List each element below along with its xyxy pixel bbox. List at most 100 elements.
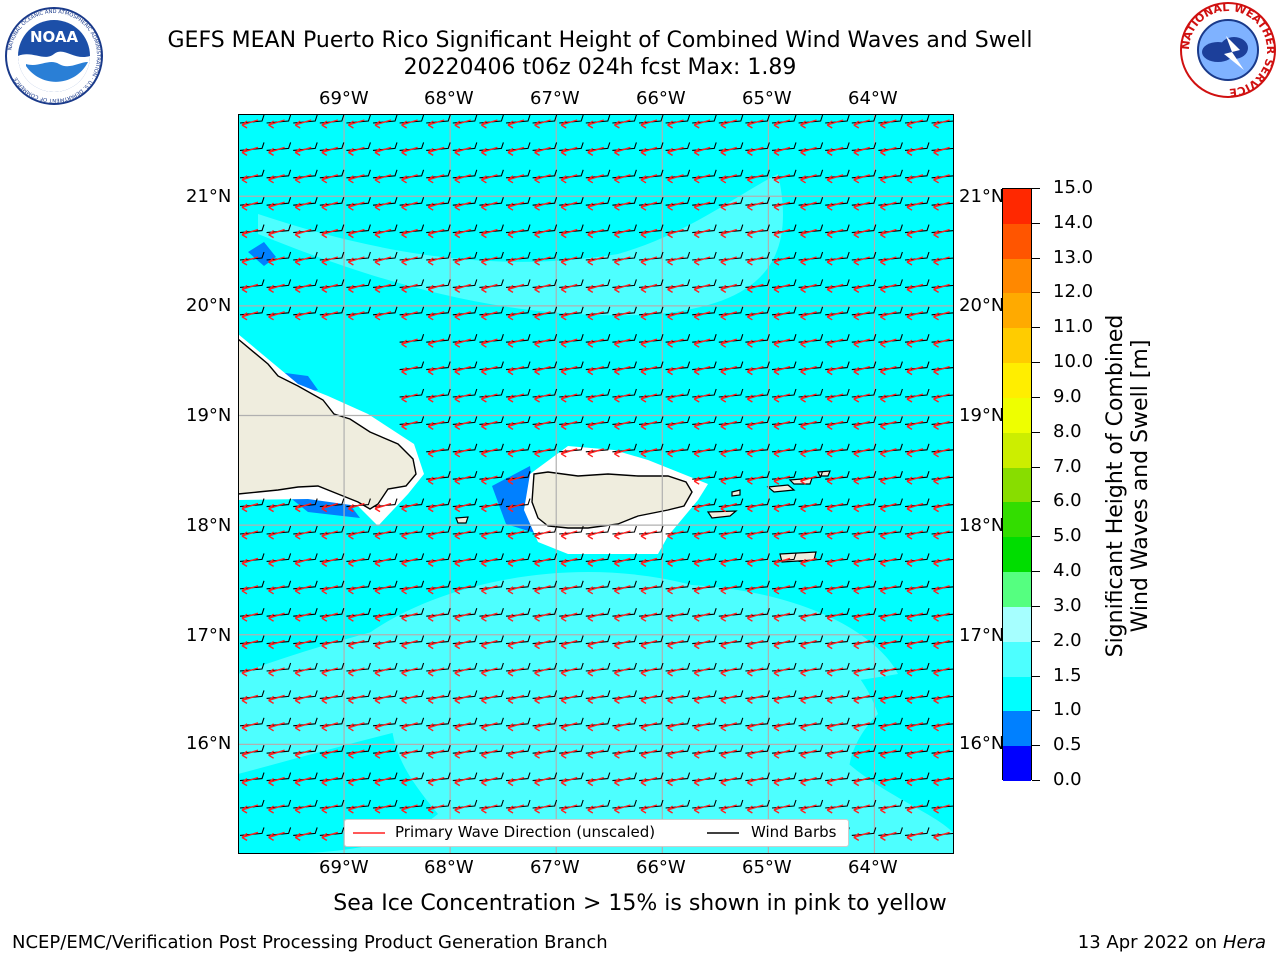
wind-barb — [266, 306, 292, 316]
wave-direction-arrow — [879, 831, 897, 842]
wind-barb — [878, 169, 903, 179]
wave-direction-arrow — [746, 694, 764, 705]
wave-direction-arrow — [401, 311, 418, 321]
wave-direction-arrow — [800, 311, 817, 321]
wind-barb — [505, 197, 531, 206]
wind-barb — [479, 553, 504, 562]
wave-direction-arrow — [693, 256, 711, 266]
wave-direction-arrow — [746, 667, 764, 677]
wind-barb — [532, 799, 558, 809]
wind-barb — [452, 224, 478, 234]
wind-barb — [532, 169, 558, 179]
wave-direction-arrow — [401, 804, 418, 814]
wave-direction-arrow — [693, 694, 711, 705]
wave-direction-arrow — [667, 448, 684, 458]
wave-direction-arrow — [321, 201, 339, 211]
wave-direction-arrow — [800, 448, 817, 458]
wind-barb — [904, 279, 930, 288]
wave-direction-arrow — [933, 146, 950, 157]
wave-direction-arrow — [507, 393, 525, 403]
wind-barb — [585, 745, 611, 754]
wave-direction-arrow — [401, 365, 418, 376]
wind-barb — [319, 745, 345, 754]
wind-barb — [372, 745, 398, 754]
wave-direction-arrow — [507, 420, 525, 431]
wind-barb — [745, 443, 770, 453]
wind-barb — [612, 635, 637, 645]
wind-barb — [505, 361, 531, 371]
wave-direction-arrow — [507, 585, 525, 595]
wind-barb — [585, 361, 611, 371]
wind-barb — [878, 553, 903, 562]
wind-barb — [745, 224, 770, 234]
colorbar-segment — [1003, 223, 1031, 259]
wave-direction-arrow — [746, 338, 764, 348]
wind-barb — [692, 580, 717, 590]
wave-direction-arrow — [746, 365, 764, 376]
wind-barb — [399, 799, 425, 809]
wind-barb — [692, 361, 717, 371]
wind-barb — [479, 498, 504, 508]
wave-direction-arrow — [294, 612, 312, 622]
wave-direction-arrow — [879, 174, 897, 184]
wave-direction-arrow — [454, 639, 472, 650]
lon-label: 66°W — [636, 88, 686, 109]
wind-barb — [505, 416, 531, 425]
wind-barb — [878, 251, 903, 261]
wind-barb — [585, 334, 611, 343]
wave-direction-arrow — [640, 256, 658, 266]
wind-barb — [293, 745, 318, 754]
wind-barb — [372, 772, 398, 782]
wave-direction-arrow — [826, 694, 844, 705]
colorbar-tick-label: 11.0 — [1053, 316, 1094, 338]
wind-barb — [612, 197, 637, 206]
wind-barb — [692, 717, 717, 727]
wind-barb — [479, 279, 504, 288]
wave-direction-arrow — [906, 256, 924, 266]
wave-direction-arrow — [906, 694, 924, 705]
wave-height-map: Primary Wave Direction (unscaled) Wind B… — [238, 114, 954, 854]
wind-barb — [479, 361, 504, 371]
wind-barb — [665, 690, 691, 699]
wave-direction-arrow — [879, 612, 897, 622]
wave-direction-arrow — [347, 667, 365, 677]
wave-direction-arrow — [773, 448, 791, 458]
wave-direction-arrow — [268, 831, 285, 842]
wind-barb — [904, 608, 930, 617]
wave-direction-arrow — [427, 694, 445, 705]
wind-barb — [665, 717, 691, 727]
wind-barb — [798, 580, 824, 590]
wind-barb — [638, 388, 664, 398]
wind-barb — [798, 608, 824, 617]
colorbar-segment — [1003, 537, 1031, 573]
wave-direction-arrow — [746, 557, 764, 568]
wave-direction-arrow — [560, 365, 578, 376]
wind-barb — [798, 416, 824, 425]
wave-direction-arrow — [746, 475, 764, 485]
sea-mid-band — [258, 174, 783, 316]
wind-barb — [612, 416, 637, 425]
wave-direction-arrow — [746, 612, 764, 622]
wind-barb — [452, 662, 478, 672]
wind-barb — [878, 717, 903, 727]
wave-direction-arrow — [454, 448, 472, 458]
wind-barb — [878, 635, 903, 645]
wind-barb — [559, 334, 584, 343]
wave-direction-arrow — [454, 256, 472, 266]
wave-direction-arrow — [374, 612, 392, 622]
wave-direction-arrow — [294, 146, 312, 157]
wind-barb — [692, 443, 717, 453]
wave-direction-arrow — [640, 146, 658, 157]
wave-direction-arrow — [427, 475, 445, 485]
wind-barb — [692, 525, 717, 535]
wave-direction-arrow — [613, 694, 631, 705]
wind-barb — [692, 662, 717, 672]
wave-direction-arrow — [720, 612, 738, 622]
wind-barb — [452, 306, 478, 316]
wave-direction-arrow — [853, 585, 871, 595]
wind-barb — [718, 553, 744, 562]
wind-barb — [319, 608, 345, 617]
wave-direction-arrow — [534, 776, 551, 787]
wind-barb — [372, 306, 398, 316]
wave-direction-arrow — [401, 201, 418, 211]
